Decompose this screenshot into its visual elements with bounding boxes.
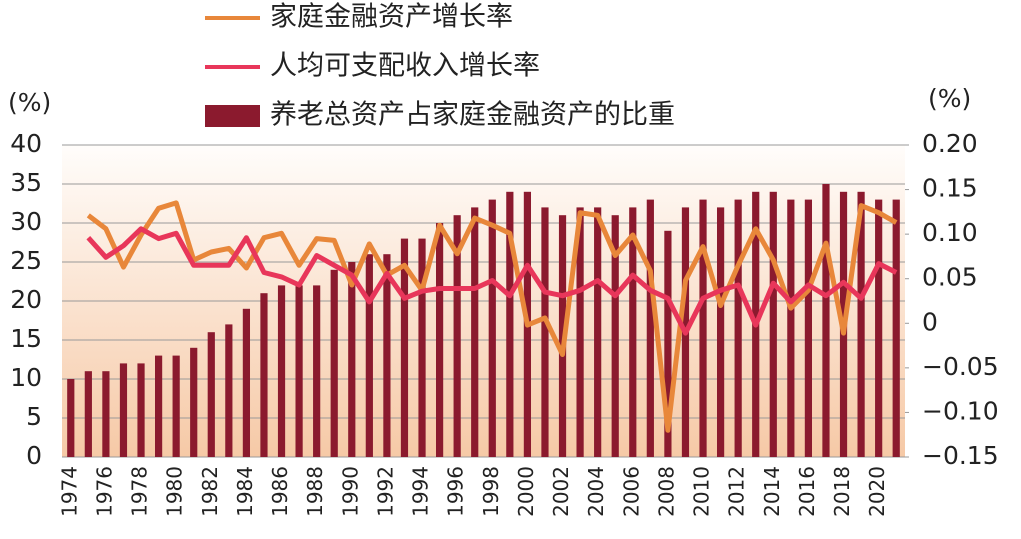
x-tick-label: 2012 xyxy=(725,466,749,517)
y-tick-label: 0 xyxy=(26,441,42,470)
y2-tick-label: 0.15 xyxy=(922,174,978,203)
bar xyxy=(330,269,338,457)
y-axis-label: (%) xyxy=(8,88,51,117)
y2-axis-label: (%) xyxy=(928,84,971,113)
x-tick-label: 2016 xyxy=(795,466,819,517)
bar xyxy=(190,347,198,457)
y2-tick-label: −0.05 xyxy=(922,352,999,381)
bar xyxy=(453,215,461,457)
bar xyxy=(716,207,725,457)
bar xyxy=(506,191,514,458)
bar xyxy=(119,363,128,457)
bar xyxy=(471,207,479,457)
bar xyxy=(102,371,110,457)
bar xyxy=(207,332,215,457)
bar xyxy=(822,184,830,457)
bar xyxy=(892,199,900,457)
y-tick-label: 35 xyxy=(10,168,42,197)
bar xyxy=(348,262,356,457)
y2-tick-label: 0.20 xyxy=(922,129,978,158)
bar xyxy=(418,238,426,457)
x-tick-label: 1978 xyxy=(128,466,152,517)
x-tick-label: 2008 xyxy=(654,466,678,517)
x-tick-label: 2010 xyxy=(690,466,714,517)
y2-tick-label: 0.10 xyxy=(922,218,978,247)
bar xyxy=(435,223,444,457)
line xyxy=(86,226,898,336)
y2-tick-label: −0.10 xyxy=(922,396,999,425)
bar xyxy=(400,238,409,457)
x-tick-label: 1992 xyxy=(373,466,397,517)
bar xyxy=(541,207,549,457)
bar xyxy=(383,254,391,457)
x-tick-label: 1976 xyxy=(92,466,116,517)
legend-label: 养老总资产占家庭金融资产的比重 xyxy=(270,100,675,131)
bar xyxy=(875,199,883,457)
x-tick-label: 2002 xyxy=(549,466,573,517)
y-tick-label: 15 xyxy=(10,324,42,353)
bar xyxy=(137,363,145,457)
bar xyxy=(277,285,286,457)
y-tick-label: 40 xyxy=(10,129,42,158)
x-tick-label: 1994 xyxy=(409,466,433,517)
x-tick-label: 1982 xyxy=(198,466,222,517)
bar xyxy=(84,371,92,457)
bar xyxy=(594,207,602,457)
x-tick-label: 2004 xyxy=(584,466,608,517)
bar xyxy=(857,191,865,458)
line xyxy=(86,200,898,433)
bar xyxy=(699,199,707,457)
x-tick-label: 1988 xyxy=(303,466,327,517)
y2-tick-label: −0.15 xyxy=(922,441,999,470)
y-tick-label: 30 xyxy=(10,207,42,236)
x-tick-label: 1984 xyxy=(233,466,257,517)
y2-tick-label: 0.05 xyxy=(922,263,978,292)
legend-label: 人均可支配收入增长率 xyxy=(270,51,540,82)
bar xyxy=(734,199,742,457)
x-tick-label: 2000 xyxy=(514,466,538,517)
y2-tick-label: 0 xyxy=(922,307,938,336)
y-tick-label: 20 xyxy=(10,285,42,314)
x-tick-label: 1996 xyxy=(444,466,468,517)
bar xyxy=(664,230,672,457)
bar xyxy=(225,324,233,457)
legend-swatch xyxy=(205,105,260,127)
bar xyxy=(576,207,584,457)
bar xyxy=(646,199,654,457)
x-tick-label: 1990 xyxy=(338,466,362,517)
bar xyxy=(154,355,163,457)
bar xyxy=(488,199,496,457)
x-tick-label: 1986 xyxy=(268,466,292,517)
bar xyxy=(295,285,303,457)
bar xyxy=(611,215,619,457)
y-tick-label: 5 xyxy=(26,402,42,431)
bar xyxy=(242,308,251,457)
x-tick-label: 2018 xyxy=(830,466,854,517)
bar xyxy=(313,285,321,457)
x-tick-label: 1980 xyxy=(163,466,187,517)
y-tick-label: 10 xyxy=(10,363,42,392)
bar xyxy=(365,254,373,457)
x-tick-label: 1974 xyxy=(57,466,81,517)
bar xyxy=(67,379,75,457)
y-tick-label: 25 xyxy=(10,246,42,275)
bar xyxy=(629,207,637,457)
bar xyxy=(769,191,777,458)
bar xyxy=(804,199,813,457)
bar xyxy=(787,199,795,457)
bar xyxy=(172,355,180,457)
x-tick-label: 2014 xyxy=(760,466,784,517)
x-tick-label: 1998 xyxy=(479,466,503,517)
legend-label: 家庭金融资产增长率 xyxy=(270,2,513,33)
bar xyxy=(260,293,268,457)
x-tick-label: 2020 xyxy=(865,466,889,517)
x-tick-label: 2006 xyxy=(619,466,643,517)
